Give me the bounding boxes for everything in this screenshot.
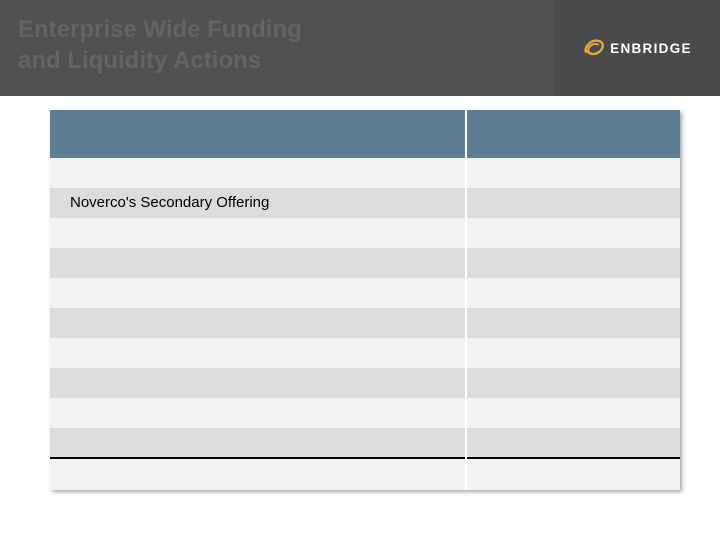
table-row <box>50 338 680 368</box>
header-left: Enterprise Wide Funding and Liquidity Ac… <box>0 0 554 96</box>
header-cell <box>50 110 466 158</box>
cell: Noverco's Secondary Offering <box>50 188 465 218</box>
table-row <box>50 428 680 458</box>
table-row <box>50 278 680 308</box>
table-row: Noverco's Secondary Offering <box>50 188 680 218</box>
header-cell <box>466 110 680 158</box>
funding-table: Noverco's Secondary Offering <box>50 110 680 490</box>
brand-logo: ENBRIDGE <box>582 36 692 60</box>
header-dimming-overlay <box>0 0 554 96</box>
slide-header: Enterprise Wide Funding and Liquidity Ac… <box>0 0 720 96</box>
table-row <box>50 398 680 428</box>
table-footer-row <box>50 458 680 490</box>
table-row <box>50 368 680 398</box>
table-row <box>50 248 680 278</box>
table-row <box>50 158 680 188</box>
brand-text: ENBRIDGE <box>610 41 692 56</box>
table-row <box>50 218 680 248</box>
swirl-icon <box>582 36 606 60</box>
table-header-row <box>50 110 680 158</box>
content-area: Noverco's Secondary Offering <box>0 96 720 490</box>
header-right: ENBRIDGE <box>554 0 720 96</box>
table-row <box>50 308 680 338</box>
